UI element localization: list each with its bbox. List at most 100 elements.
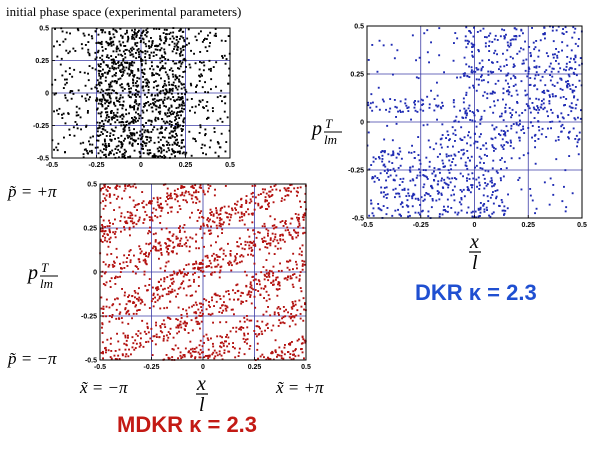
scatter-point bbox=[200, 225, 202, 228]
scatter-point bbox=[114, 80, 117, 82]
scatter-point bbox=[236, 253, 238, 255]
scatter-point bbox=[447, 154, 450, 157]
scatter-point bbox=[301, 244, 304, 247]
scatter-point bbox=[198, 186, 201, 189]
scatter-point bbox=[219, 217, 221, 219]
scatter-point bbox=[101, 31, 104, 34]
scatter-point bbox=[169, 98, 172, 101]
scatter-point bbox=[272, 272, 275, 274]
scatter-point bbox=[133, 101, 136, 104]
scatter-point bbox=[110, 42, 112, 45]
scatter-point bbox=[104, 31, 107, 34]
scatter-point bbox=[98, 124, 101, 127]
scatter-point bbox=[171, 348, 174, 350]
scatter-point bbox=[169, 111, 171, 114]
scatter-point bbox=[504, 106, 507, 109]
scatter-point bbox=[74, 121, 77, 123]
scatter-point bbox=[490, 137, 493, 140]
scatter-point bbox=[105, 305, 108, 308]
scatter-point bbox=[139, 302, 142, 305]
scatter-point bbox=[87, 48, 90, 51]
scatter-point bbox=[383, 191, 385, 194]
scatter-point bbox=[533, 134, 536, 137]
scatter-point bbox=[122, 41, 125, 44]
scatter-point bbox=[107, 245, 110, 248]
scatter-point bbox=[395, 174, 398, 177]
scatter-point bbox=[175, 44, 178, 47]
scatter-point bbox=[182, 71, 185, 73]
x-tick-label: 0.5 bbox=[577, 222, 587, 229]
scatter-point bbox=[156, 286, 159, 289]
scatter-point bbox=[184, 324, 187, 327]
scatter-point bbox=[568, 84, 571, 87]
scatter-point bbox=[563, 104, 565, 107]
scatter-point bbox=[295, 232, 298, 234]
scatter-point bbox=[491, 181, 493, 184]
scatter-point bbox=[521, 112, 524, 114]
scatter-point bbox=[158, 206, 161, 209]
scatter-point bbox=[493, 127, 496, 130]
scatter-point bbox=[151, 42, 154, 45]
scatter-point bbox=[386, 168, 389, 171]
scatter-point bbox=[160, 278, 162, 281]
scatter-point bbox=[68, 50, 71, 53]
scatter-point bbox=[234, 207, 237, 210]
scatter-point bbox=[127, 35, 129, 38]
scatter-point bbox=[120, 212, 123, 215]
scatter-point bbox=[566, 44, 569, 47]
scatter-point bbox=[182, 308, 184, 311]
scatter-point bbox=[125, 48, 128, 51]
scatter-point bbox=[133, 134, 136, 137]
scatter-point bbox=[520, 28, 523, 31]
scatter-point bbox=[115, 72, 117, 74]
scatter-point bbox=[286, 187, 289, 190]
scatter-point bbox=[214, 151, 217, 154]
scatter-point bbox=[179, 320, 182, 323]
scatter-point bbox=[552, 67, 555, 70]
scatter-point bbox=[555, 60, 557, 62]
scatter-point bbox=[159, 325, 162, 327]
scatter-point bbox=[103, 185, 106, 188]
x-tick-label: 0 bbox=[201, 364, 205, 371]
scatter-point bbox=[393, 57, 396, 60]
scatter-point bbox=[128, 228, 131, 231]
scatter-point bbox=[460, 197, 463, 199]
scatter-point bbox=[501, 146, 504, 148]
scatter-point bbox=[133, 106, 135, 109]
scatter-point bbox=[150, 37, 152, 39]
scatter-point bbox=[401, 205, 404, 208]
scatter-point bbox=[504, 36, 506, 39]
scatter-point bbox=[56, 55, 59, 58]
scatter-point bbox=[262, 313, 265, 316]
scatter-point bbox=[108, 320, 111, 323]
scatter-point bbox=[235, 262, 238, 265]
scatter-point bbox=[403, 187, 406, 190]
scatter-point bbox=[194, 111, 196, 114]
scatter-point bbox=[202, 222, 205, 225]
x-tick-label: 0.25 bbox=[248, 364, 262, 371]
scatter-point bbox=[148, 136, 151, 139]
scatter-point bbox=[118, 156, 120, 159]
scatter-point bbox=[199, 100, 202, 103]
scatter-point bbox=[180, 110, 183, 112]
scatter-point bbox=[139, 344, 142, 347]
scatter-point bbox=[296, 194, 298, 197]
scatter-point bbox=[100, 103, 103, 105]
scatter-point bbox=[541, 75, 544, 78]
scatter-point bbox=[120, 146, 123, 149]
scatter-point bbox=[138, 95, 141, 98]
scatter-point bbox=[447, 169, 450, 172]
scatter-point bbox=[187, 332, 190, 334]
scatter-point bbox=[436, 190, 439, 192]
scatter-point bbox=[441, 134, 444, 136]
scatter-point bbox=[490, 177, 493, 180]
scatter-point bbox=[224, 211, 227, 214]
scatter-point bbox=[223, 205, 226, 208]
scatter-point bbox=[248, 247, 251, 250]
scatter-point bbox=[136, 297, 138, 300]
scatter-point bbox=[143, 303, 146, 306]
scatter-point bbox=[301, 351, 304, 354]
scatter-point bbox=[216, 354, 219, 357]
scatter-point bbox=[182, 139, 185, 141]
scatter-point bbox=[201, 309, 203, 312]
